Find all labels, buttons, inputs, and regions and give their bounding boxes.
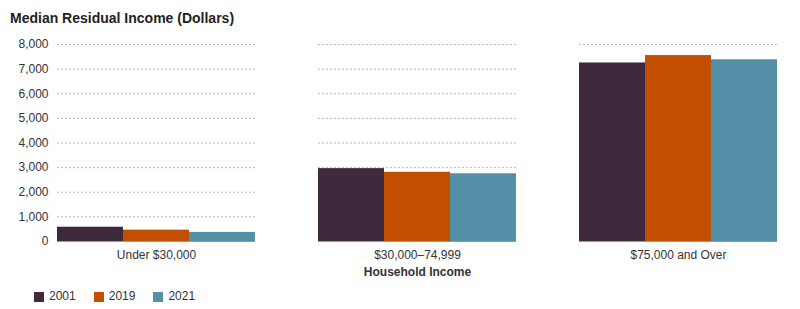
svg-text:3,000: 3,000 xyxy=(18,160,48,174)
svg-text:0: 0 xyxy=(42,234,49,248)
html-text:2019: 2019 xyxy=(108,289,136,303)
svg-text:Household Income: Household Income xyxy=(364,265,472,279)
svg-text:6,000: 6,000 xyxy=(18,87,48,101)
html-text:Median Residual Income (Dollar: Median Residual Income (Dollars) xyxy=(10,10,235,26)
svg-text:2,000: 2,000 xyxy=(18,185,48,199)
svg-text:8,000: 8,000 xyxy=(18,37,48,51)
svg-text:$75,000 and Over: $75,000 and Over xyxy=(630,248,726,262)
svg-text:$30,000–74,999: $30,000–74,999 xyxy=(374,248,461,262)
svg-text:1,000: 1,000 xyxy=(18,210,48,224)
svg-text:7,000: 7,000 xyxy=(18,62,48,76)
svg-text:Under $30,000: Under $30,000 xyxy=(117,248,197,262)
html-text:2001: 2001 xyxy=(49,289,76,303)
svg-text:4,000: 4,000 xyxy=(18,136,48,150)
svg-text:5,000: 5,000 xyxy=(18,111,48,125)
html-text:2021: 2021 xyxy=(168,289,196,303)
